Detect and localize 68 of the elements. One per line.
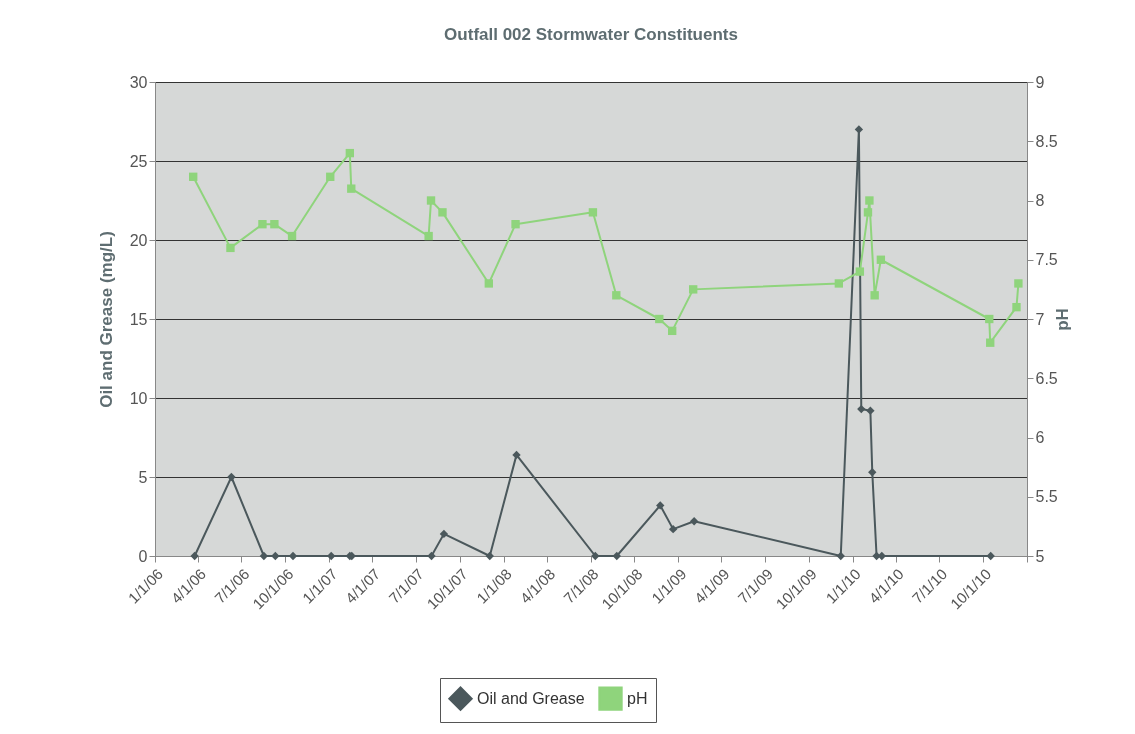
point [612,551,621,561]
y-tick-label: 30 [129,73,148,91]
point [876,255,886,264]
point [424,231,433,241]
y2-tick-label: 5 [1035,547,1045,565]
point [511,220,520,229]
point [439,529,449,539]
point [512,450,521,460]
point [271,551,280,561]
point [426,196,436,205]
legend-label: Oil and Grease [477,689,585,707]
y-axis-title: Oil and Grease (mg/L) [96,231,116,408]
point [655,314,664,324]
point [227,472,236,482]
point [836,551,845,561]
point [326,172,335,181]
point [485,551,494,561]
y2-axis-title: pH [1052,308,1072,331]
point [484,279,493,288]
point [870,291,879,300]
point [656,501,665,510]
y2-tick-label: 5.5 [1035,488,1058,506]
point [866,406,875,415]
point [612,291,621,300]
point [863,208,873,217]
y-tick-label: 15 [129,310,148,328]
point [427,551,436,561]
point [588,208,598,217]
y2-tick-label: 8 [1035,192,1045,209]
legend-label: pH [627,689,648,707]
point [668,326,677,336]
point [689,517,699,526]
y2-tick-label: 7 [1035,310,1045,328]
point [1014,279,1023,288]
point [190,551,199,561]
point [189,172,198,181]
y2-tick-label: 7.5 [1035,251,1058,269]
point [270,220,279,229]
point [591,551,600,561]
point [438,208,447,217]
point [327,551,336,561]
point [689,285,698,294]
point [986,338,995,347]
point [854,125,864,134]
y-tick-label: 0 [138,547,148,565]
point [868,468,877,477]
y-tick-label: 10 [129,389,148,407]
chart-title: Outfall 002 Stormwater Constituents [444,25,738,44]
point [865,196,874,205]
y-tick-label: 25 [129,152,148,170]
point [347,184,356,193]
y-tick-label: 5 [138,468,148,486]
point [857,404,866,414]
point [668,524,678,534]
y2-tick-label: 6 [1035,429,1045,446]
point [855,267,865,276]
y2-tick-label: 6.5 [1035,369,1058,387]
point [985,314,994,324]
y-tick-label: 20 [129,231,148,249]
point [1012,302,1021,312]
point [834,279,844,288]
point [258,220,267,229]
y2-tick-label: 8.5 [1035,132,1058,150]
point [986,551,995,561]
point [287,231,297,241]
point [226,243,235,253]
y2-tick-label: 9 [1035,73,1045,91]
point [345,148,355,158]
